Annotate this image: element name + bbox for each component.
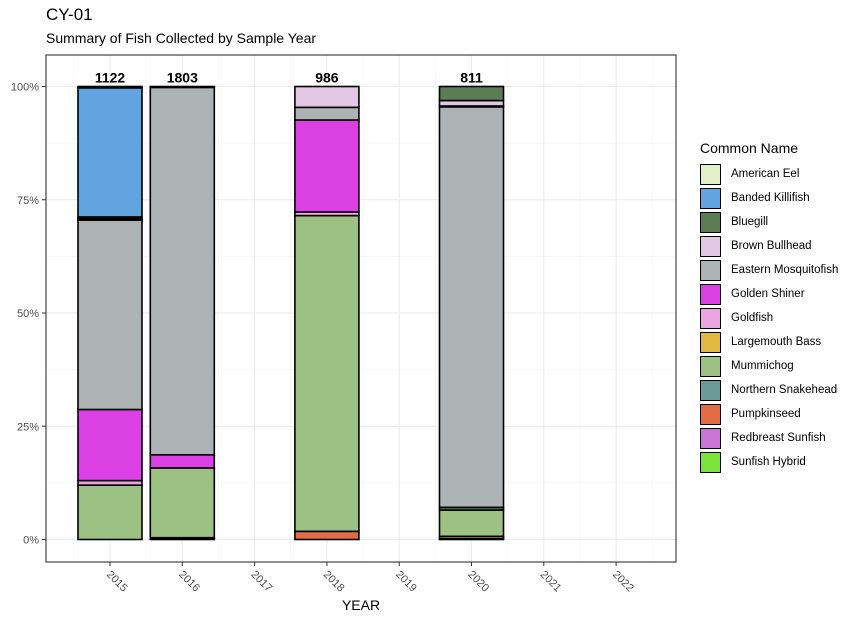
legend-item: Bluegill: [700, 210, 838, 234]
legend-swatch: [700, 331, 721, 353]
legend-item: Eastern Mosquitofish: [700, 258, 838, 282]
legend-label: Bluegill: [731, 216, 769, 228]
legend-item: Golden Shiner: [700, 282, 838, 306]
legend-label: Brown Bullhead: [731, 240, 812, 252]
legend-label: Golden Shiner: [731, 288, 805, 300]
legend-swatch: [700, 211, 721, 233]
legend-title: Common Name: [700, 140, 799, 156]
x-tick-label: 2015: [104, 569, 130, 595]
legend-label: Eastern Mosquitofish: [731, 264, 839, 276]
bar-total-label: 811: [460, 70, 483, 86]
legend-item: Sunfish Hybrid: [700, 450, 838, 474]
legend-swatch: [700, 163, 721, 185]
x-tick-label: 2017: [248, 569, 274, 595]
legend-swatch: [700, 403, 721, 425]
chart-title: CY-01: [46, 5, 93, 24]
legend-label: Redbreast Sunfish: [731, 432, 826, 444]
legend-swatch: [700, 187, 721, 209]
bar-segment: [294, 85, 360, 109]
legend-label: Goldfish: [731, 312, 774, 324]
stacked-bar-chart: 1122 1803 986 811 0% 25% 50% 75% 100% 2015 2016 201…: [11, 54, 677, 613]
bar-segment: [149, 86, 216, 456]
bar-total-label: 1122: [95, 70, 126, 86]
legend-swatch: [700, 355, 721, 377]
bar-segment: [438, 85, 505, 102]
bar-segment: [294, 214, 360, 533]
x-tick-label: 2018: [321, 569, 347, 595]
bar-segment: [149, 467, 216, 539]
x-tick-label: 2019: [393, 569, 419, 595]
bar-segment: [294, 106, 360, 121]
bar-segment: [438, 99, 505, 107]
bar-segment: [77, 85, 143, 89]
x-tick-label: 2021: [538, 569, 564, 595]
legend-swatch: [700, 379, 721, 401]
bar-total-label: 1803: [167, 70, 198, 86]
y-tick-label: 0%: [23, 535, 39, 547]
x-axis-title: YEAR: [342, 597, 380, 613]
bar-segment: [77, 219, 143, 411]
x-tick-label: 2016: [176, 569, 202, 595]
legend-label: Largemouth Bass: [731, 336, 822, 348]
bar-segment: [77, 408, 143, 482]
legend-item: Largemouth Bass: [700, 330, 838, 354]
legend-swatch: [700, 307, 721, 329]
bar-segment: [438, 509, 505, 538]
legend-items: American Eel Banded Killifish Bluegill Brow…: [700, 162, 838, 474]
y-tick-label: 75%: [17, 195, 39, 207]
legend-item: Mummichog: [700, 354, 838, 378]
chart-subtitle: Summary of Fish Collected by Sample Year: [46, 30, 317, 46]
legend-swatch: [700, 283, 721, 305]
legend-swatch: [700, 451, 721, 473]
legend-label: Mummichog: [731, 360, 794, 372]
legend-item: Pumpkinseed: [700, 402, 838, 426]
x-tick-label: 2022: [610, 569, 636, 595]
bar-segment: [77, 484, 143, 541]
y-tick-label: 50%: [17, 308, 39, 320]
bar-segment: [438, 106, 505, 509]
legend-label: Northern Snakehead: [731, 384, 838, 396]
bar-segment: [294, 119, 360, 213]
legend-swatch: [700, 259, 721, 281]
legend-label: Sunfish Hybrid: [731, 456, 806, 468]
legend-swatch: [700, 427, 721, 449]
legend-swatch: [700, 235, 721, 257]
legend-item: Brown Bullhead: [700, 234, 838, 258]
legend-item: American Eel: [700, 162, 838, 186]
bar-segment: [77, 87, 143, 218]
legend-label: Pumpkinseed: [731, 408, 801, 420]
y-tick-label: 100%: [11, 82, 39, 94]
legend-item: Redbreast Sunfish: [700, 426, 838, 450]
legend-item: Northern Snakehead: [700, 378, 838, 402]
legend: Common Name American Eel Banded Killifish…: [700, 140, 838, 474]
legend-label: American Eel: [731, 168, 800, 180]
bar-segment: [149, 453, 216, 469]
plot-panel-border: [45, 54, 677, 563]
x-tick-label: 2020: [465, 569, 491, 595]
legend-item: Banded Killifish: [700, 186, 838, 210]
legend-item: Goldfish: [700, 306, 838, 330]
bar-segment: [294, 530, 360, 541]
bar-total-label: 986: [315, 70, 339, 86]
legend-label: Banded Killifish: [731, 192, 810, 204]
y-tick-label: 25%: [17, 421, 39, 433]
